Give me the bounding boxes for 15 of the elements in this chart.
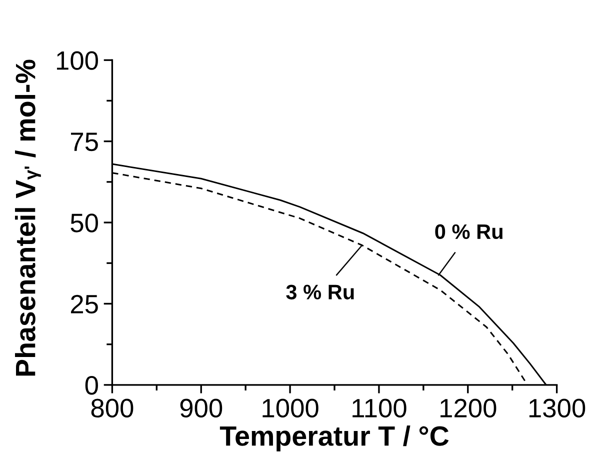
y-tick-label: 0 xyxy=(85,376,98,395)
x-tick-label: 900 xyxy=(180,398,222,418)
x-tick-label: 1200 xyxy=(440,398,496,418)
y-axis-title: Phasenanteil Vγ' / mol-% xyxy=(15,60,41,376)
x-tick-label: 1300 xyxy=(529,398,586,418)
x-tick-label: 1100 xyxy=(352,398,406,418)
annotation: 0 % Ru xyxy=(435,224,502,240)
y-tick-label: 75 xyxy=(71,132,98,152)
x-tick-label: 1000 xyxy=(262,398,318,418)
annotation: 3 % Ru xyxy=(286,284,354,300)
y-tick-label: 100 xyxy=(56,51,98,70)
y-tick-label: 50 xyxy=(70,214,98,232)
x-axis-title: Temperatur T / °C xyxy=(220,425,449,452)
x-tick-label: 800 xyxy=(91,398,134,418)
y-tick-label: 25 xyxy=(70,294,98,314)
